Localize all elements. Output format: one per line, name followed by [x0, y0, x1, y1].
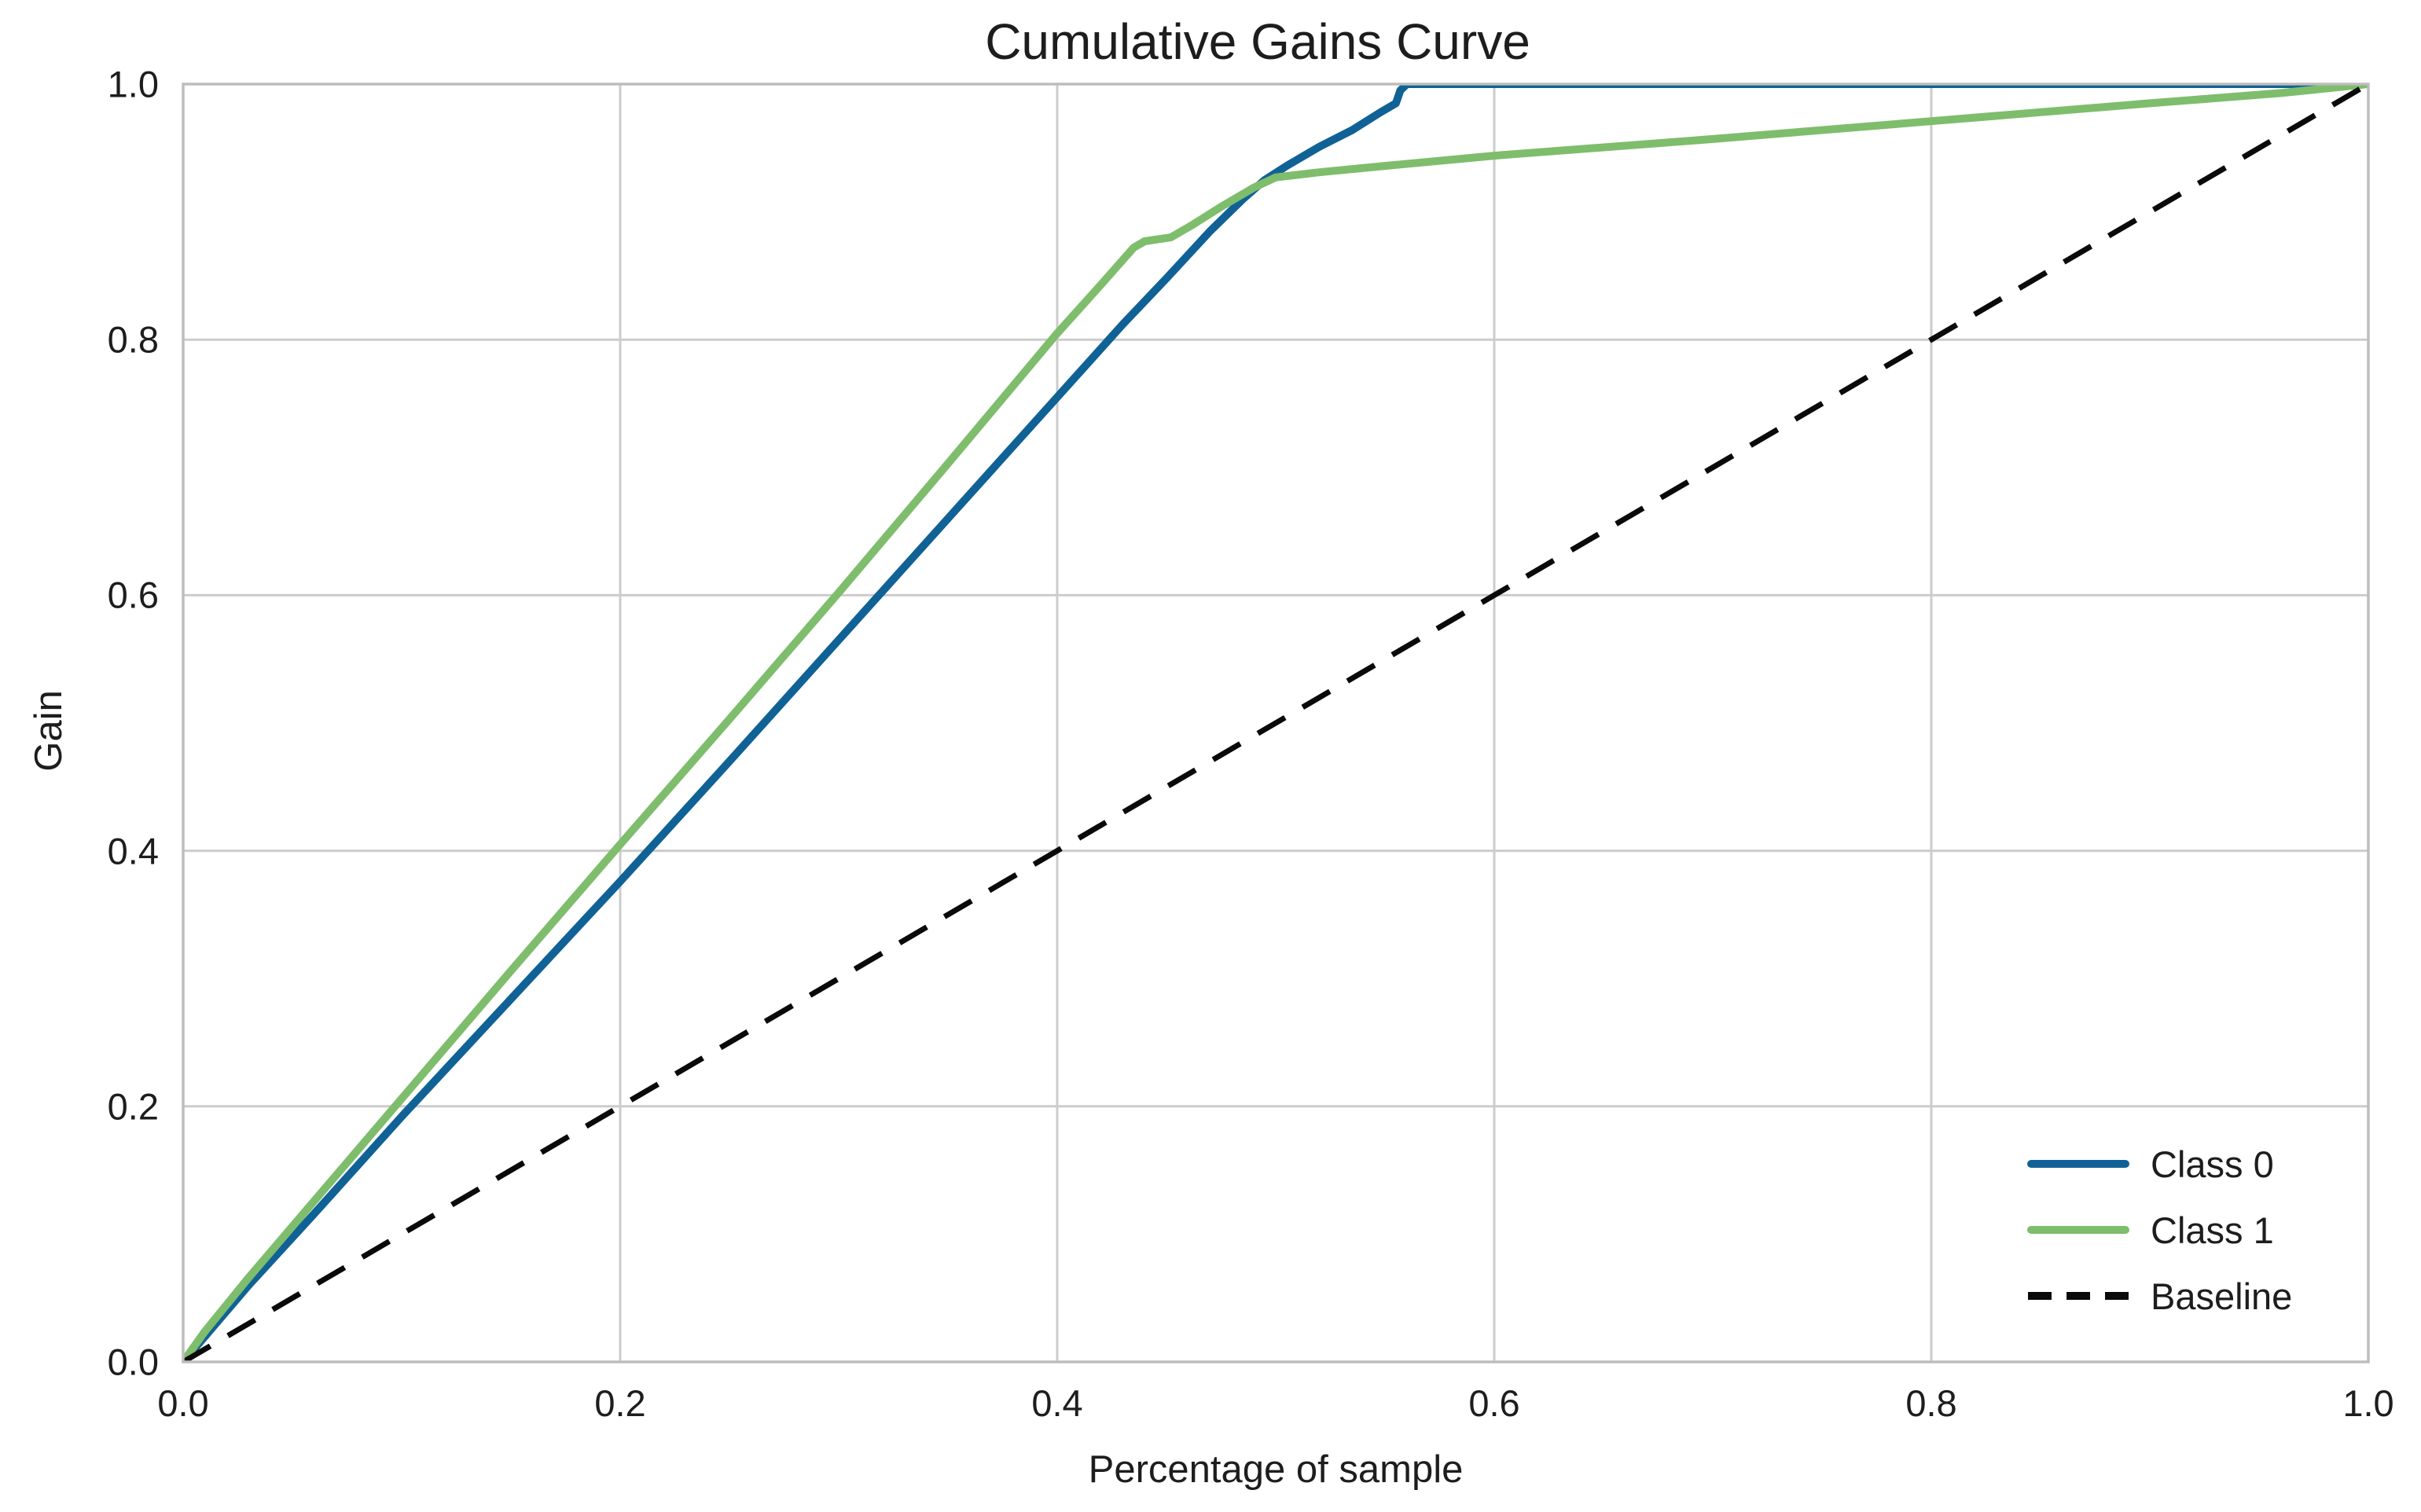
chart-title: Cumulative Gains Curve — [985, 13, 1530, 70]
legend: Class 0 Class 1 Baseline — [2026, 1141, 2292, 1319]
x-tick-0.6: 0.6 — [1468, 1382, 1520, 1424]
series-lines — [183, 84, 2368, 1362]
legend-item-class-1: Class 1 — [2026, 1207, 2292, 1253]
legend-label-baseline: Baseline — [2151, 1275, 2293, 1317]
series-line-baseline — [183, 84, 2368, 1362]
legend-item-baseline: Baseline — [2026, 1273, 2292, 1319]
class-1-line-swatch — [2027, 1226, 2129, 1234]
x-axis-label: Percentage of sample — [1088, 1448, 1464, 1491]
y-tick-0.4: 0.4 — [107, 830, 159, 872]
y-tick-1.0: 1.0 — [107, 63, 159, 105]
series-line-class-1 — [183, 84, 2368, 1362]
x-tick-1.0: 1.0 — [2342, 1382, 2394, 1424]
x-tick-0.0: 0.0 — [157, 1382, 209, 1424]
y-tick-0.2: 0.2 — [107, 1085, 159, 1128]
x-tick-0.8: 0.8 — [1905, 1382, 1957, 1424]
y-tick-0.8: 0.8 — [107, 318, 159, 361]
y-tick-0.0: 0.0 — [107, 1341, 159, 1383]
class-0-line-swatch — [2027, 1160, 2129, 1168]
legend-label-class-0: Class 0 — [2151, 1143, 2274, 1185]
series-line-class-0 — [183, 84, 2368, 1362]
y-axis-label: Gain — [28, 690, 70, 772]
legend-label-class-1: Class 1 — [2151, 1209, 2274, 1251]
x-tick-0.2: 0.2 — [594, 1382, 646, 1424]
x-tick-0.4: 0.4 — [1031, 1382, 1083, 1424]
y-tick-0.6: 0.6 — [107, 574, 159, 616]
legend-item-class-0: Class 0 — [2026, 1141, 2292, 1187]
axes-spines — [182, 83, 2370, 1363]
baseline-dashed-line-swatch — [2028, 1292, 2129, 1300]
